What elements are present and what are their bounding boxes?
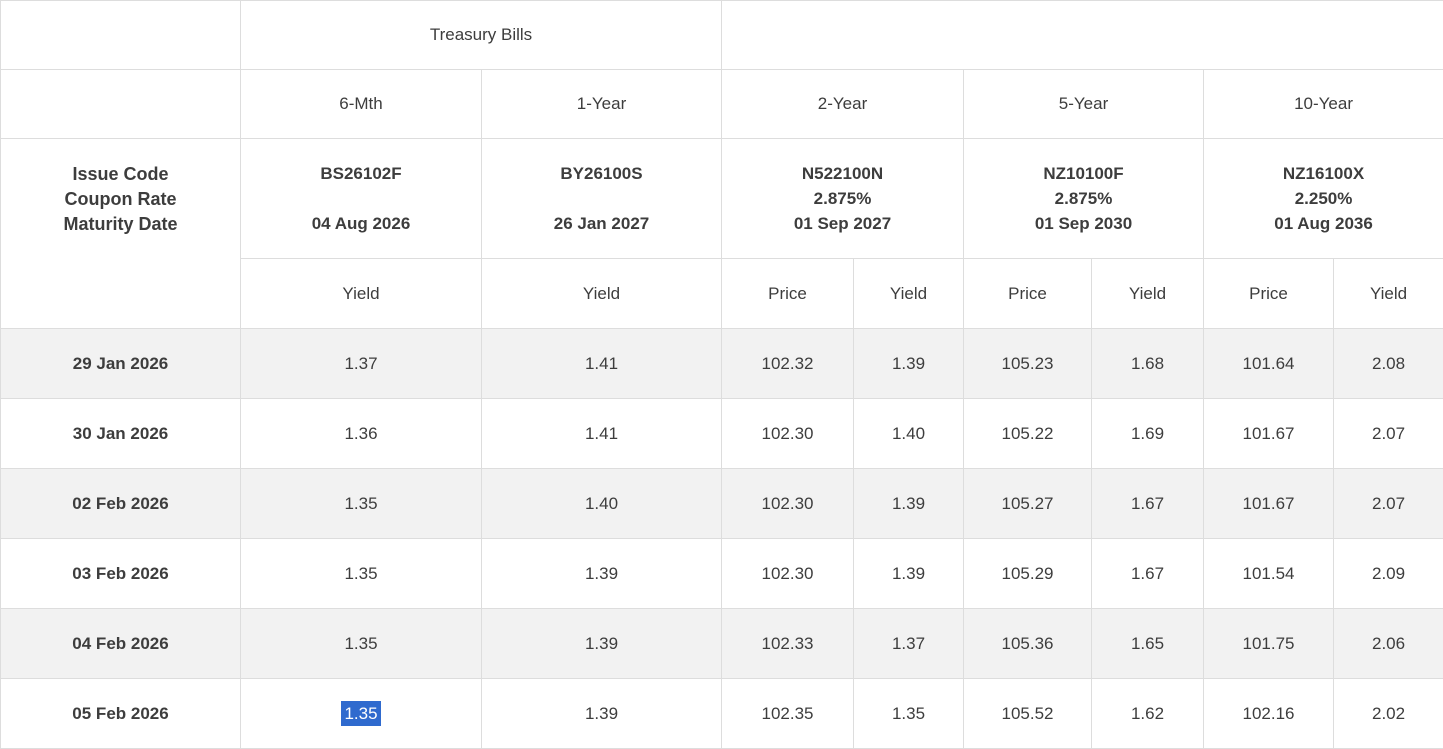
value-cell-selected: 1.35 xyxy=(241,679,482,749)
value-cell: 1.41 xyxy=(482,399,722,469)
value-cell: 102.33 xyxy=(722,609,854,679)
value-cell: 1.39 xyxy=(482,679,722,749)
value-cell: 1.39 xyxy=(854,329,964,399)
value-cell: 105.36 xyxy=(964,609,1092,679)
selected-text[interactable]: 1.35 xyxy=(341,701,380,726)
value-cell: 102.32 xyxy=(722,329,854,399)
issue-header-5-year: NZ10100F 2.875% 01 Sep 2030 xyxy=(964,139,1204,259)
issue-header-1-year: BY26100S 26 Jan 2027 xyxy=(482,139,722,259)
tenor-header-6-mth: 6-Mth xyxy=(241,70,482,139)
treasury-bills-group-header: Treasury Bills xyxy=(241,1,722,70)
date-cell: 29 Jan 2026 xyxy=(1,329,241,399)
value-cell: 105.23 xyxy=(964,329,1092,399)
value-cell: 1.62 xyxy=(1092,679,1204,749)
date-cell: 04 Feb 2026 xyxy=(1,609,241,679)
empty-cell xyxy=(1,70,241,139)
subcol-label-2-year-yield: Yield xyxy=(854,259,964,329)
value-cell: 102.30 xyxy=(722,469,854,539)
group-header-row: Treasury Bills xyxy=(1,1,1443,70)
date-cell: 30 Jan 2026 xyxy=(1,399,241,469)
value-cell: 1.35 xyxy=(241,539,482,609)
subcol-label-2-year-price: Price xyxy=(722,259,854,329)
tenor-header-1-year: 1-Year xyxy=(482,70,722,139)
value-cell: 1.67 xyxy=(1092,469,1204,539)
value-cell: 105.22 xyxy=(964,399,1092,469)
value-cell: 1.39 xyxy=(482,609,722,679)
date-cell: 03 Feb 2026 xyxy=(1,539,241,609)
value-cell: 1.35 xyxy=(241,609,482,679)
value-cell: 2.02 xyxy=(1334,679,1443,749)
value-cell: 2.09 xyxy=(1334,539,1443,609)
value-cell: 1.35 xyxy=(241,469,482,539)
value-cell: 1.65 xyxy=(1092,609,1204,679)
date-cell: 02 Feb 2026 xyxy=(1,469,241,539)
value-cell: 2.07 xyxy=(1334,399,1443,469)
issue-header-10-year: NZ16100X 2.250% 01 Aug 2036 xyxy=(1204,139,1443,259)
subcol-label-1-year-yield: Yield xyxy=(482,259,722,329)
subcol-label-6-mth-yield: Yield xyxy=(241,259,482,329)
table-row: 03 Feb 2026 1.35 1.39 102.30 1.39 105.29… xyxy=(1,539,1443,609)
value-cell: 1.40 xyxy=(482,469,722,539)
table-row: 29 Jan 2026 1.37 1.41 102.32 1.39 105.23… xyxy=(1,329,1443,399)
empty-group-cell xyxy=(722,1,1443,70)
subcol-label-10-year-yield: Yield xyxy=(1334,259,1443,329)
row-header-issue-code: Issue Code Coupon Rate Maturity Date xyxy=(1,139,241,329)
value-cell: 105.29 xyxy=(964,539,1092,609)
value-cell: 1.40 xyxy=(854,399,964,469)
subcol-label-10-year-price: Price xyxy=(1204,259,1334,329)
table-row: 04 Feb 2026 1.35 1.39 102.33 1.37 105.36… xyxy=(1,609,1443,679)
tenor-header-2-year: 2-Year xyxy=(722,70,964,139)
value-cell: 105.52 xyxy=(964,679,1092,749)
value-cell: 2.07 xyxy=(1334,469,1443,539)
tenor-header-row: 6-Mth 1-Year 2-Year 5-Year 10-Year xyxy=(1,70,1443,139)
value-cell: 102.35 xyxy=(722,679,854,749)
value-cell: 1.39 xyxy=(854,539,964,609)
value-cell: 2.06 xyxy=(1334,609,1443,679)
issue-details-row: Issue Code Coupon Rate Maturity Date BS2… xyxy=(1,139,1443,259)
value-cell: 105.27 xyxy=(964,469,1092,539)
value-cell: 1.35 xyxy=(854,679,964,749)
value-cell: 1.36 xyxy=(241,399,482,469)
value-cell: 101.67 xyxy=(1204,399,1334,469)
value-cell: 2.08 xyxy=(1334,329,1443,399)
value-cell: 1.67 xyxy=(1092,539,1204,609)
tenor-header-10-year: 10-Year xyxy=(1204,70,1443,139)
value-cell: 1.37 xyxy=(241,329,482,399)
table-row: 05 Feb 2026 1.35 1.39 102.35 1.35 105.52… xyxy=(1,679,1443,749)
value-cell: 101.75 xyxy=(1204,609,1334,679)
value-cell: 101.64 xyxy=(1204,329,1334,399)
table-row: 30 Jan 2026 1.36 1.41 102.30 1.40 105.22… xyxy=(1,399,1443,469)
table-row: 02 Feb 2026 1.35 1.40 102.30 1.39 105.27… xyxy=(1,469,1443,539)
subcol-label-5-year-yield: Yield xyxy=(1092,259,1204,329)
value-cell: 1.69 xyxy=(1092,399,1204,469)
subcol-label-5-year-price: Price xyxy=(964,259,1092,329)
value-cell: 1.41 xyxy=(482,329,722,399)
issue-header-6-mth: BS26102F 04 Aug 2026 xyxy=(241,139,482,259)
value-cell: 1.37 xyxy=(854,609,964,679)
value-cell: 1.39 xyxy=(854,469,964,539)
value-cell: 1.39 xyxy=(482,539,722,609)
value-cell: 1.68 xyxy=(1092,329,1204,399)
value-cell: 101.67 xyxy=(1204,469,1334,539)
value-cell: 102.30 xyxy=(722,399,854,469)
value-cell: 102.30 xyxy=(722,539,854,609)
date-cell: 05 Feb 2026 xyxy=(1,679,241,749)
empty-corner-cell xyxy=(1,1,241,70)
issue-header-2-year: N522100N 2.875% 01 Sep 2027 xyxy=(722,139,964,259)
tenor-header-5-year: 5-Year xyxy=(964,70,1204,139)
value-cell: 102.16 xyxy=(1204,679,1334,749)
value-cell: 101.54 xyxy=(1204,539,1334,609)
